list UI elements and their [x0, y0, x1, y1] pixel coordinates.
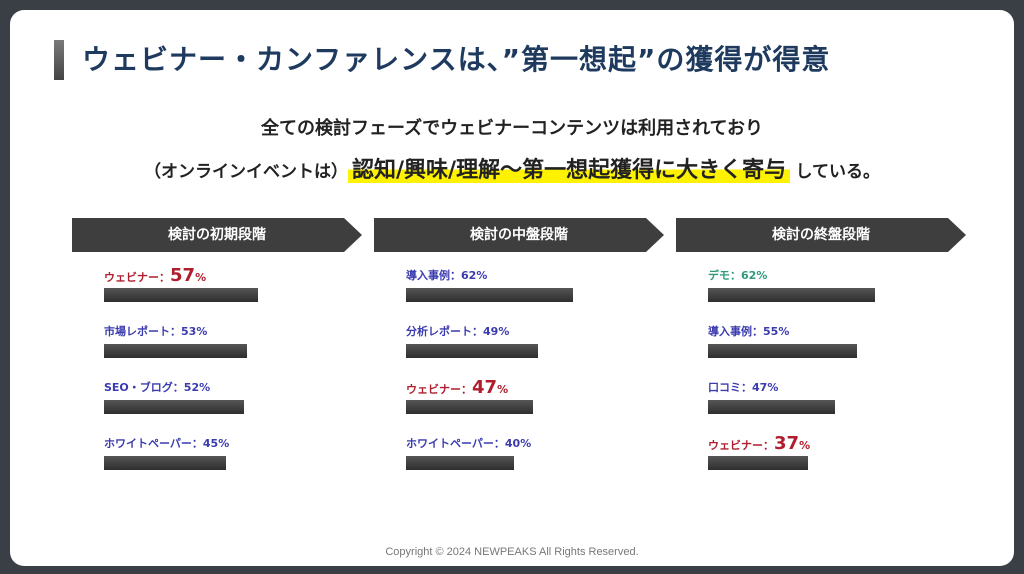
label-separator: ：	[763, 439, 774, 452]
category-label: デモ	[708, 269, 730, 282]
unit-label: %	[498, 325, 510, 338]
bar-label: 市場レポート：53%	[104, 322, 207, 342]
label-separator: ：	[472, 325, 483, 338]
bar	[708, 400, 835, 414]
value-label: 62	[461, 269, 477, 282]
page-title: ウェビナー・カンファレンスは、”第一想起”の獲得が得意	[82, 43, 831, 76]
unit-label: %	[195, 271, 207, 284]
bar-item: ウェビナー：37%	[708, 434, 958, 478]
unit-label: %	[196, 325, 208, 338]
category-label: 分析レポート	[406, 325, 472, 338]
label-separator: ：	[730, 269, 741, 282]
label-separator: ：	[461, 383, 472, 396]
subtitle-line-1: 全ての検討フェーズでウェビナーコンテンツは利用されており	[260, 118, 764, 139]
label-separator: ：	[159, 271, 170, 284]
bar	[406, 344, 538, 358]
label-separator: ：	[741, 381, 752, 394]
label-separator: ：	[450, 269, 461, 282]
bar-item: デモ：62%	[708, 266, 958, 310]
bar-item: 導入事例：62%	[406, 266, 656, 310]
value-label: 49	[483, 325, 499, 338]
subtitle-highlight: 認知/興味/理解〜第一想起獲得に大きく寄与	[348, 158, 791, 183]
bar	[708, 456, 808, 470]
stage-header-2: 検討の中盤段階	[374, 218, 664, 252]
bar-label: 導入事例：55%	[708, 322, 789, 342]
value-label: 40	[504, 437, 521, 450]
bar-item: ウェビナー：47%	[406, 378, 656, 422]
value-label: 55	[763, 325, 779, 338]
category-label: ウェビナー	[406, 383, 461, 396]
bar-label: 分析レポート：49%	[406, 322, 509, 342]
category-label: ウェビナー	[104, 271, 159, 284]
title-accent-bar	[54, 40, 64, 80]
bar	[104, 400, 244, 414]
bar-label: 導入事例：62%	[406, 266, 487, 286]
bar-label: デモ：62%	[708, 266, 767, 286]
bar-label: SEO・ブログ：52%	[104, 378, 210, 398]
subtitle-prefix: （オンラインイベントは）	[144, 162, 348, 182]
bar-label: 口コミ：47%	[708, 378, 778, 398]
bar-item: 導入事例：55%	[708, 322, 958, 366]
bar-item: 分析レポート：49%	[406, 322, 656, 366]
unit-label: %	[520, 437, 532, 450]
bar-item: ホワイトペーパー：40%	[406, 434, 656, 478]
unit-label: %	[767, 381, 779, 394]
unit-label: %	[218, 437, 230, 450]
copyright-footer: Copyright © 2024 NEWPEAKS All Rights Res…	[385, 546, 639, 558]
category-label: 導入事例	[708, 325, 752, 338]
category-label: 市場レポート	[104, 325, 170, 338]
bar-label: ホワイトペーパー：45%	[104, 434, 229, 454]
unit-label: %	[497, 383, 509, 396]
bar	[406, 456, 514, 470]
value-label: 62	[741, 269, 757, 282]
bar	[708, 344, 857, 358]
subtitle-line-2: （オンラインイベントは） 認知/興味/理解〜第一想起獲得に大きく寄与 している。	[10, 152, 1014, 184]
bar	[104, 456, 226, 470]
value-label: 37	[774, 433, 800, 454]
category-label: 口コミ	[708, 381, 741, 394]
unit-label: %	[756, 269, 768, 282]
bar-label: ホワイトペーパー：40%	[406, 434, 531, 454]
category-label: ホワイトペーパー	[104, 437, 192, 450]
bar-item: ホワイトペーパー：45%	[104, 434, 354, 478]
category-label: ウェビナー	[708, 439, 763, 452]
value-label: 57	[170, 265, 196, 286]
bar-item: 口コミ：47%	[708, 378, 958, 422]
value-label: 52	[183, 381, 200, 394]
unit-label: %	[778, 325, 790, 338]
stage-header-3: 検討の終盤段階	[676, 218, 966, 252]
value-label: 45	[202, 437, 219, 450]
value-label: 47	[752, 381, 768, 394]
bar	[708, 288, 875, 302]
label-separator: ：	[170, 325, 181, 338]
category-label: 導入事例	[406, 269, 450, 282]
label-separator: ：	[191, 437, 203, 450]
subtitle-suffix: している。	[795, 162, 880, 182]
category-label: ホワイトペーパー	[406, 437, 494, 450]
label-separator: ：	[752, 325, 763, 338]
unit-label: %	[799, 439, 811, 452]
unit-label: %	[199, 381, 211, 394]
bar	[406, 400, 533, 414]
unit-label: %	[476, 269, 488, 282]
bar-label: ウェビナー：37%	[708, 434, 810, 456]
slide: ウェビナー・カンファレンスは、”第一想起”の獲得が得意 全ての検討フェーズでウェ…	[10, 10, 1014, 566]
bar-label: ウェビナー：57%	[104, 266, 206, 288]
value-label: 53	[181, 325, 197, 338]
bar-item: ウェビナー：57%	[104, 266, 354, 310]
bar	[104, 344, 247, 358]
bar-item: SEO・ブログ：52%	[104, 378, 354, 422]
bar-item: 市場レポート：53%	[104, 322, 354, 366]
label-separator: ：	[172, 381, 184, 394]
bar-label: ウェビナー：47%	[406, 378, 508, 400]
value-label: 47	[472, 377, 498, 398]
bar	[406, 288, 573, 302]
label-separator: ：	[493, 437, 505, 450]
category-label: SEO・ブログ	[104, 381, 173, 394]
bar	[104, 288, 258, 302]
stage-header-1: 検討の初期段階	[72, 218, 362, 252]
